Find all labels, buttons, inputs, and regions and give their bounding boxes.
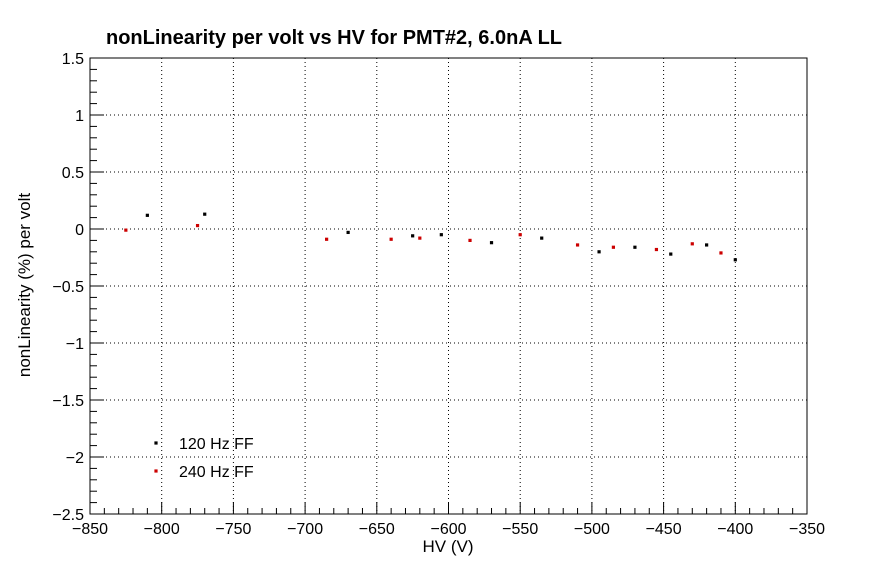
chart-title: nonLinearity per volt vs HV for PMT#2, 6… <box>106 27 562 49</box>
data-point-series-2 <box>418 236 422 240</box>
legend-entry-label: 240 Hz FF <box>179 464 254 481</box>
x-tick-label: −850 <box>72 521 108 538</box>
data-point-series-1 <box>669 252 673 256</box>
data-point-series-1 <box>145 213 149 217</box>
y-tick-label: 0.5 <box>62 165 84 182</box>
data-point-series-1 <box>203 212 207 216</box>
data-point-series-2 <box>611 245 616 249</box>
legend-entry-label: 120 Hz FF <box>179 436 254 453</box>
data-point-series-2 <box>654 247 659 252</box>
data-point-series-1 <box>411 234 415 238</box>
x-tick-label: −700 <box>287 521 323 538</box>
data-point-series-1 <box>733 258 737 262</box>
data-point-series-1 <box>597 250 601 254</box>
data-point-series-2 <box>124 228 128 232</box>
data-points <box>124 212 737 262</box>
data-point-series-1 <box>705 243 709 247</box>
y-tick-label: −0.5 <box>52 279 84 296</box>
y-tick-label: −1.5 <box>52 393 84 410</box>
data-point-series-1 <box>346 230 350 235</box>
x-tick-label: −550 <box>502 521 538 538</box>
data-point-series-1 <box>489 241 494 245</box>
y-tick-label: −1 <box>66 336 84 353</box>
data-point-series-1 <box>439 233 443 237</box>
axes: −850 −800 −750 −700 −650 −600 −550 −500 −450 −400… <box>52 51 825 538</box>
x-tick-label: −350 <box>789 521 825 538</box>
x-tick-label: −450 <box>646 521 682 538</box>
legend-marker <box>154 441 158 445</box>
data-point-series-2 <box>389 237 393 241</box>
x-tick-label: −600 <box>430 521 466 538</box>
y-tick-label: 0 <box>75 222 84 239</box>
y-tick-label: −2 <box>66 450 84 467</box>
legend-marker <box>154 469 158 473</box>
data-point-series-2 <box>575 243 580 247</box>
data-point-series-2 <box>518 233 522 237</box>
grid <box>90 58 807 514</box>
x-tick-label: −500 <box>574 521 610 538</box>
x-tick-label: −650 <box>359 521 395 538</box>
data-point-series-2 <box>325 237 329 241</box>
x-tick-label: −800 <box>144 521 180 538</box>
data-point-series-2 <box>468 238 472 242</box>
x-tick-label: −750 <box>215 521 251 538</box>
data-point-series-2 <box>719 251 723 255</box>
legend: 120 Hz FF 240 Hz FF <box>154 436 254 481</box>
data-point-series-1 <box>540 236 544 240</box>
x-tick-label: −400 <box>717 521 753 538</box>
y-tick-label: −2.5 <box>52 507 84 524</box>
x-axis-label: HV (V) <box>423 537 474 556</box>
y-axis-label: nonLinearity (%) per volt <box>15 193 34 378</box>
y-tick-label: 1.5 <box>62 51 84 68</box>
data-point-series-2 <box>195 223 200 228</box>
data-point-series-1 <box>633 245 637 249</box>
y-tick-label: 1 <box>75 108 84 125</box>
data-point-series-2 <box>690 242 694 246</box>
